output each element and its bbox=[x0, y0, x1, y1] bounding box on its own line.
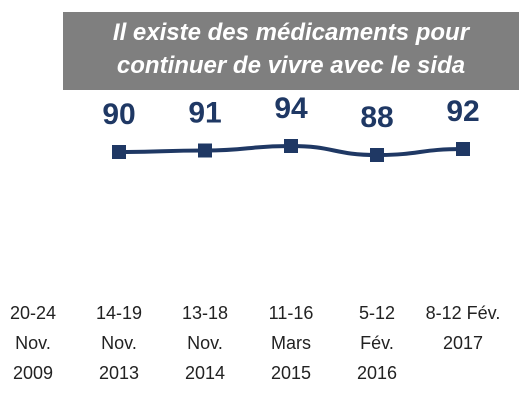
chart-title: Il existe des médicaments pour continuer… bbox=[112, 19, 470, 79]
x-tick-label: 5-12 Fév. 2016 bbox=[356, 303, 398, 383]
data-label: 90 bbox=[102, 98, 135, 131]
x-tick-label: 14-19 Nov. 2013 bbox=[95, 303, 143, 383]
marker bbox=[456, 142, 470, 156]
title-banner bbox=[63, 12, 519, 90]
data-label: 91 bbox=[188, 97, 221, 130]
x-tick-label: 11-16 Mars 2015 bbox=[268, 303, 314, 383]
marker bbox=[370, 148, 384, 162]
marker bbox=[198, 143, 212, 158]
marker bbox=[112, 145, 126, 159]
data-label: 92 bbox=[446, 95, 479, 128]
x-tick-label: 13-18 Nov. 2014 bbox=[181, 303, 229, 383]
x-tick-label: 20-24 Nov. 2009 bbox=[9, 303, 57, 383]
marker bbox=[284, 139, 298, 153]
data-label: 88 bbox=[360, 101, 393, 134]
x-tick-label: 8-12 Fév. 2017 bbox=[425, 303, 501, 353]
data-label: 94 bbox=[274, 92, 308, 125]
